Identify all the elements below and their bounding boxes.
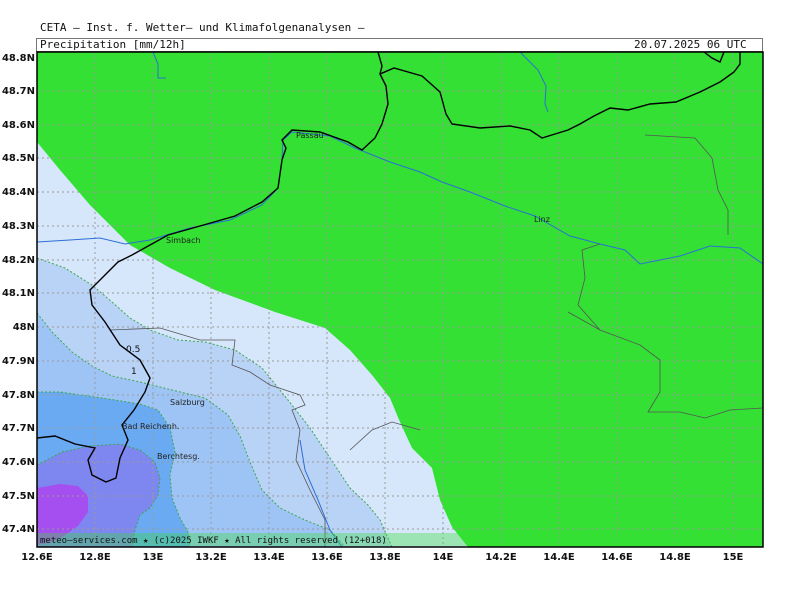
lon-label: 12.8E (79, 552, 111, 563)
lat-label: 48.3N (2, 221, 35, 232)
lat-label: 47.9N (2, 356, 35, 367)
city-label-bad-reichenhall: Bad Reichenh. (122, 422, 179, 431)
lon-label: 13.8E (369, 552, 401, 563)
internal-borders (109, 134, 763, 547)
lon-label: 14E (433, 552, 454, 563)
national-borders (37, 52, 741, 483)
lat-label: 48.1N (2, 288, 35, 299)
lat-label: 47.8N (2, 390, 35, 401)
latitude-labels: 48.8N 48.7N 48.6N 48.5N 48.4N 48.3N 48.2… (2, 53, 35, 535)
lon-label: 15E (723, 552, 744, 563)
lat-label: 48.4N (2, 187, 35, 198)
map-frame (36, 51, 764, 548)
precip-field (37, 52, 763, 547)
grid-lines (37, 52, 763, 547)
field-label: Precipitation [mm/12h] (40, 38, 186, 51)
lon-label: 14.2E (485, 552, 517, 563)
valid-time: 20.07.2025 06 UTC (634, 38, 747, 51)
header-title: CETA — Inst. f. Wetter— und Klimafolgena… (40, 21, 365, 34)
contour-label-0-5: 0.5 (126, 345, 140, 355)
lat-label: 48N (13, 322, 35, 333)
contour-label-1: 1 (131, 367, 137, 377)
lat-label: 48.6N (2, 120, 35, 131)
city-label-passau: Passau (296, 131, 324, 140)
lon-label: 13.6E (311, 552, 343, 563)
lat-label: 48.5N (2, 153, 35, 164)
precip-band-gt-10 (37, 484, 88, 545)
lat-label: 47.6N (2, 457, 35, 468)
lon-label: 13.4E (253, 552, 285, 563)
lat-label: 48.8N (2, 53, 35, 64)
lat-label: 48.2N (2, 255, 35, 266)
copyright-strip (38, 533, 762, 546)
lon-label: 14.8E (659, 552, 691, 563)
lon-label: 14.6E (601, 552, 633, 563)
longitude-labels: 12.6E 12.8E 13E 13.2E 13.4E 13.6E 13.8E … (21, 552, 743, 563)
lon-label: 12.6E (21, 552, 53, 563)
contour-lines (37, 257, 393, 547)
lon-label: 13.2E (195, 552, 227, 563)
lat-label: 47.7N (2, 423, 35, 434)
copyright-text: meteo—services.com ★ (c)2025 IWKF ★ All … (40, 536, 387, 546)
lon-label: 13E (143, 552, 164, 563)
lon-label: 14.4E (543, 552, 575, 563)
city-label-linz: Linz (534, 215, 550, 224)
lat-label: 47.4N (2, 524, 35, 535)
lat-label: 47.5N (2, 491, 35, 502)
lat-label: 48.7N (2, 86, 35, 97)
city-label-simbach: Simbach (166, 236, 201, 245)
city-label-salzburg: Salzburg (170, 398, 205, 407)
city-label-berchtesgaden: Berchtesg. (157, 452, 200, 461)
